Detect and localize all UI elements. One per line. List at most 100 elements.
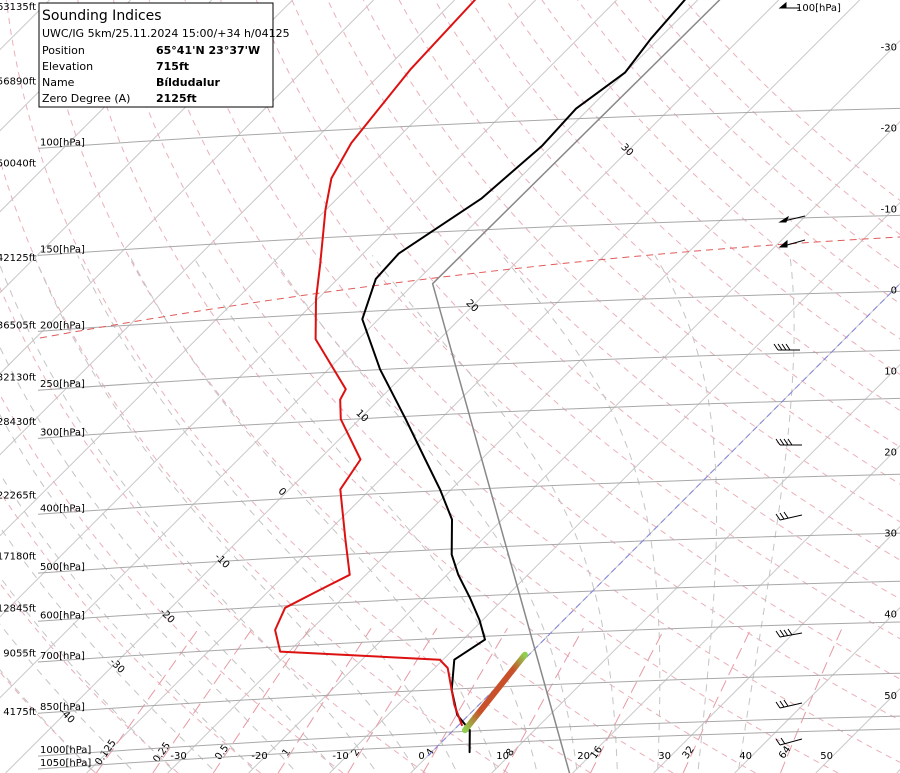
- isotherm: [0, 0, 374, 375]
- info-key: Name: [42, 76, 75, 89]
- moist-adiabat-label: 0: [276, 486, 288, 498]
- mixing-ratio-label: 32: [681, 744, 697, 761]
- height-label: 4175ft: [3, 707, 36, 718]
- dry-adiabat: [684, 0, 900, 202]
- dry-adiabat: [470, 0, 900, 412]
- moist-adiabat: [0, 413, 294, 770]
- isotherm: [815, 688, 900, 773]
- moist-adiabat: [654, 255, 718, 770]
- isotherm: [0, 0, 212, 213]
- right-tick-label: 20: [884, 448, 897, 459]
- info-subtitle: UWC/IG 5km/25.11.2024 15:00/+34 h/04125: [42, 27, 290, 40]
- dry-adiabat: [184, 0, 900, 721]
- right-tick-label: 30: [884, 529, 897, 540]
- right-tick-label: -10: [881, 205, 897, 216]
- dry-adiabat: [291, 0, 900, 600]
- mixing-ratio-line: [590, 628, 666, 773]
- isobar: [37, 621, 900, 663]
- dry-adiabat: [577, 0, 900, 305]
- right-tick-label: -30: [881, 43, 897, 54]
- profile-line: [462, 651, 528, 734]
- pressure-label: 1050[hPa]: [40, 758, 91, 769]
- profile-line: [274, 0, 476, 727]
- moist-adiabat: [501, 255, 661, 770]
- profile-line: [361, 0, 686, 754]
- dry-adiabat: [77, 0, 756, 773]
- info-key: Elevation: [42, 60, 93, 73]
- x-tick-label: -10: [332, 751, 348, 762]
- pressure-label: 1000[hPa]: [40, 745, 91, 756]
- mixing-ratio-line: [780, 628, 843, 773]
- isotherm: [0, 0, 455, 456]
- info-box: Sounding Indices UWC/IG 5km/25.11.2024 1…: [38, 2, 290, 108]
- dry-adiabat: [0, 158, 509, 773]
- height-label: 42125ft: [0, 253, 36, 264]
- isotherm: [86, 0, 861, 773]
- mixing-ratio-label: 0.125: [93, 738, 118, 768]
- dry-adiabat: [505, 0, 900, 376]
- dry-adiabat: [113, 0, 839, 773]
- info-value: 65°41'N 23°37'W: [156, 44, 260, 57]
- isotherm: [0, 0, 618, 618]
- moist-adiabat: [0, 576, 173, 770]
- info-key: Zero Degree (A): [42, 92, 130, 105]
- dry-adiabat: [362, 0, 900, 523]
- height-label: 32130ft: [0, 373, 36, 384]
- isobar: [37, 397, 900, 439]
- isotherm: [0, 0, 293, 294]
- pressure-label: 150[hPa]: [40, 244, 85, 255]
- freezing-isotherm: [427, 283, 900, 757]
- dry-adiabat: [0, 490, 261, 773]
- mixing-ratio-line: [503, 628, 584, 773]
- x-tick-label: 0: [418, 751, 424, 762]
- pressure-label: 300[hPa]: [40, 427, 85, 438]
- dry-adiabat: [0, 393, 344, 773]
- mixing-ratio-line: [682, 628, 752, 773]
- isotherm: [329, 201, 900, 773]
- moist-adiabat: [0, 623, 132, 770]
- isobar: [37, 672, 900, 714]
- pressure-label: 500[hPa]: [40, 562, 85, 573]
- height-label: 12845ft: [0, 603, 36, 614]
- dry-adiabat: [41, 0, 674, 773]
- dry-adiabat: [5, 0, 591, 773]
- x-tick-label: 50: [820, 751, 833, 762]
- moist-adiabat: [0, 472, 254, 770]
- height-label: 17180ft: [0, 551, 36, 562]
- isobar: [37, 107, 900, 149]
- top-pressure-label: 100[hPa]: [796, 3, 841, 14]
- moist-adiabat: [0, 669, 92, 770]
- x-tick-label: 10: [496, 751, 509, 762]
- info-value: Bíldudalur: [156, 76, 221, 89]
- mixing-ratio-label: 1: [280, 747, 293, 759]
- mixing-ratio-line: [422, 628, 508, 773]
- right-tick-label: 10: [884, 367, 897, 378]
- isobar: [37, 214, 900, 256]
- mixing-ratio-label: 16: [589, 744, 605, 761]
- moist-adiabat-label: 30: [618, 142, 635, 159]
- mixing-ratio-line: [277, 628, 372, 773]
- dry-adiabat: [327, 0, 900, 561]
- dry-adiabat: [434, 0, 900, 448]
- moist-adiabat: [0, 526, 213, 770]
- right-tick-label: 0: [891, 286, 897, 297]
- isobar: [37, 473, 900, 515]
- right-tick-label: 50: [884, 691, 897, 702]
- isotherm: [5, 0, 780, 773]
- pressure-label: 850[hPa]: [40, 702, 85, 713]
- height-label: 50040ft: [0, 158, 36, 169]
- moist-adiabat: [192, 255, 537, 770]
- isotherm: [491, 364, 900, 773]
- wind-barbs: [773, 1, 806, 746]
- profile-line: [431, 0, 721, 773]
- pressure-label: 250[hPa]: [40, 379, 85, 390]
- moist-adiabat: [0, 263, 375, 770]
- info-title: Sounding Indices: [42, 8, 162, 24]
- info-value: 715ft: [156, 60, 189, 73]
- right-tick-label: 40: [884, 610, 897, 621]
- moist-adiabat: [0, 346, 335, 770]
- height-label: 36505ft: [0, 320, 36, 331]
- isotherm: [248, 120, 900, 773]
